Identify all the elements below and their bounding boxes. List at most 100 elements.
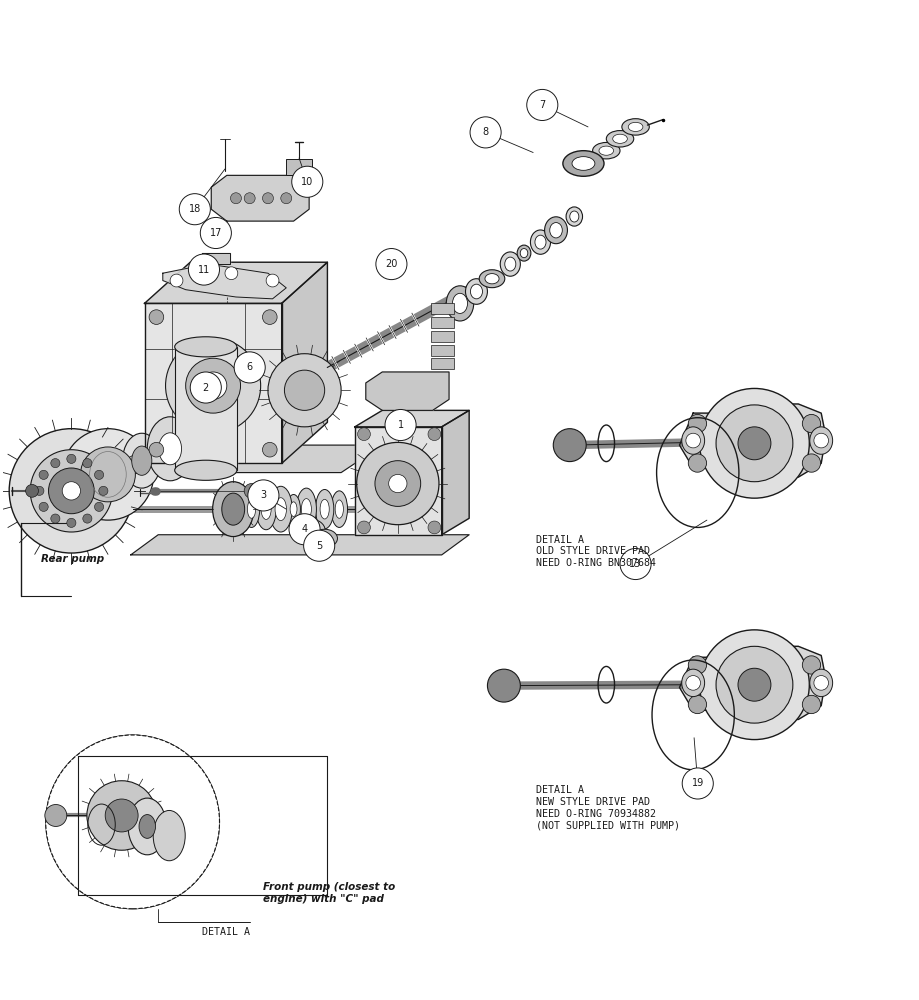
- Circle shape: [149, 310, 164, 324]
- Polygon shape: [163, 264, 286, 299]
- Circle shape: [26, 484, 39, 497]
- Text: 3: 3: [260, 490, 267, 500]
- Ellipse shape: [572, 157, 595, 170]
- Ellipse shape: [516, 245, 530, 261]
- Text: 7: 7: [539, 100, 545, 110]
- Ellipse shape: [534, 235, 545, 249]
- Ellipse shape: [212, 482, 254, 537]
- Ellipse shape: [550, 223, 562, 238]
- Ellipse shape: [320, 499, 329, 519]
- Text: 8: 8: [482, 127, 488, 137]
- Ellipse shape: [301, 499, 311, 520]
- Ellipse shape: [500, 252, 520, 276]
- Circle shape: [687, 414, 706, 433]
- Ellipse shape: [261, 499, 271, 519]
- Bar: [430, 358, 453, 369]
- Circle shape: [83, 459, 92, 468]
- Bar: [430, 317, 453, 328]
- Circle shape: [62, 482, 81, 500]
- Circle shape: [244, 193, 255, 204]
- Ellipse shape: [446, 286, 473, 321]
- Ellipse shape: [592, 142, 619, 159]
- Circle shape: [30, 450, 112, 532]
- Ellipse shape: [598, 146, 613, 155]
- Circle shape: [67, 518, 76, 527]
- Text: 2: 2: [202, 383, 209, 393]
- Circle shape: [470, 117, 501, 148]
- Ellipse shape: [569, 211, 578, 222]
- Text: 11: 11: [198, 265, 210, 275]
- Bar: [286, 159, 312, 175]
- Ellipse shape: [470, 284, 482, 299]
- Ellipse shape: [606, 131, 633, 147]
- Ellipse shape: [128, 798, 166, 855]
- Ellipse shape: [289, 502, 297, 516]
- Ellipse shape: [465, 279, 487, 304]
- Circle shape: [357, 442, 438, 525]
- Ellipse shape: [247, 500, 255, 518]
- Circle shape: [801, 695, 820, 714]
- Ellipse shape: [530, 230, 550, 254]
- Circle shape: [49, 468, 94, 514]
- Polygon shape: [355, 410, 469, 427]
- Circle shape: [62, 429, 153, 520]
- Text: 10: 10: [301, 177, 313, 187]
- Polygon shape: [144, 262, 327, 303]
- Circle shape: [98, 486, 108, 495]
- Circle shape: [291, 166, 323, 197]
- Ellipse shape: [809, 427, 832, 454]
- Ellipse shape: [621, 119, 649, 135]
- Polygon shape: [144, 303, 281, 463]
- Circle shape: [357, 521, 370, 534]
- Circle shape: [801, 414, 820, 433]
- Circle shape: [233, 352, 265, 383]
- Circle shape: [105, 799, 138, 832]
- Circle shape: [284, 370, 324, 410]
- Circle shape: [39, 470, 48, 479]
- Ellipse shape: [301, 525, 317, 536]
- Circle shape: [813, 433, 828, 448]
- Ellipse shape: [479, 270, 505, 288]
- Ellipse shape: [243, 491, 259, 527]
- Circle shape: [46, 735, 220, 909]
- Circle shape: [357, 428, 370, 441]
- Polygon shape: [679, 646, 825, 719]
- Ellipse shape: [809, 669, 832, 697]
- Ellipse shape: [175, 337, 236, 357]
- Circle shape: [737, 427, 770, 460]
- Ellipse shape: [175, 460, 236, 480]
- Ellipse shape: [681, 427, 704, 454]
- Polygon shape: [202, 253, 230, 264]
- Circle shape: [262, 442, 277, 457]
- Circle shape: [170, 274, 183, 287]
- Circle shape: [231, 193, 241, 204]
- Circle shape: [51, 459, 60, 468]
- Ellipse shape: [612, 134, 627, 143]
- Ellipse shape: [255, 489, 276, 530]
- Polygon shape: [98, 445, 382, 473]
- Ellipse shape: [628, 122, 642, 131]
- Circle shape: [375, 461, 420, 506]
- Circle shape: [715, 646, 792, 723]
- Circle shape: [51, 514, 60, 523]
- Text: DETAIL A
NEW STYLE DRIVE PAD
NEED O-RING 70934882
(NOT SUPPLIED WITH PUMP): DETAIL A NEW STYLE DRIVE PAD NEED O-RING…: [535, 785, 679, 830]
- Circle shape: [247, 480, 278, 511]
- Ellipse shape: [293, 519, 324, 542]
- Circle shape: [303, 530, 335, 561]
- Ellipse shape: [562, 151, 604, 176]
- Circle shape: [200, 217, 232, 249]
- Ellipse shape: [147, 417, 193, 481]
- Bar: [430, 303, 453, 314]
- Circle shape: [698, 630, 809, 740]
- Circle shape: [552, 429, 585, 462]
- Ellipse shape: [122, 433, 161, 488]
- Circle shape: [280, 193, 291, 204]
- Circle shape: [687, 454, 706, 472]
- Circle shape: [376, 249, 406, 280]
- Circle shape: [687, 656, 706, 674]
- Circle shape: [225, 267, 237, 280]
- Polygon shape: [366, 372, 448, 410]
- Circle shape: [384, 409, 415, 441]
- Circle shape: [487, 669, 520, 702]
- Ellipse shape: [681, 669, 704, 697]
